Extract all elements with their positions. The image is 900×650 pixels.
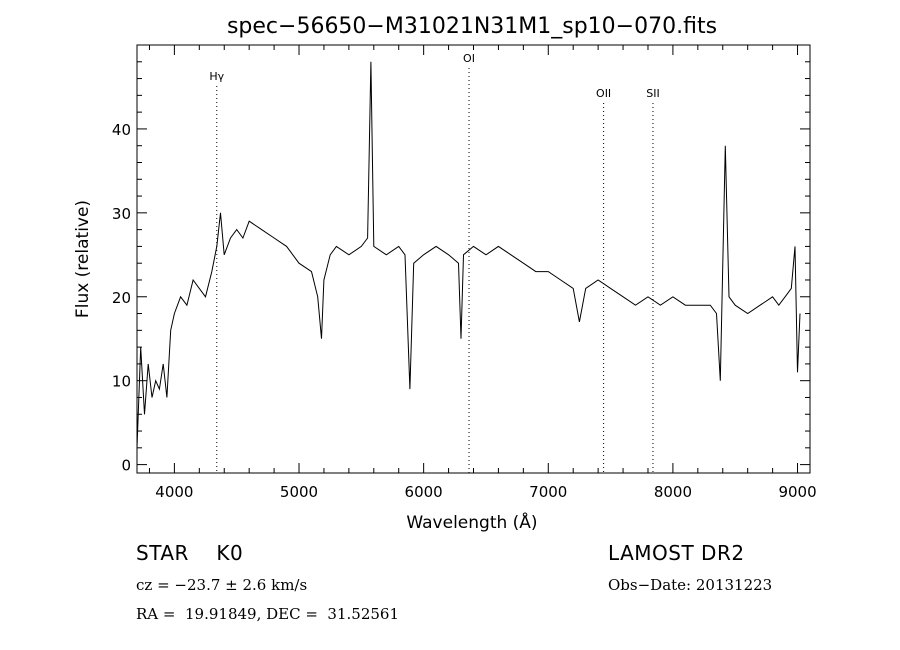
x-tick-label: 4000 xyxy=(155,483,193,501)
chart-title: spec−56650−M31021N31M1_sp10−070.fits xyxy=(227,14,717,39)
x-tick-label: 9000 xyxy=(778,483,816,501)
y-tick-label: 20 xyxy=(112,289,131,307)
spectrum-line xyxy=(136,61,801,448)
redshift-value: cz = −23.7 ± 2.6 km/s xyxy=(136,576,308,594)
ra-dec-coordinates: RA = 19.91849, DEC = 31.52561 xyxy=(136,605,400,623)
plot-frame xyxy=(136,44,811,474)
y-tick-label: 40 xyxy=(112,121,131,139)
x-tick-label: 5000 xyxy=(280,483,318,501)
y-tick-label: 0 xyxy=(121,457,131,475)
x-tick-label: 6000 xyxy=(405,483,443,501)
annotation-label: Hγ xyxy=(209,70,224,83)
x-tick-label: 8000 xyxy=(654,483,692,501)
y-axis: 0 10 20 30 40 xyxy=(112,61,810,475)
object-class: STAR K0 xyxy=(136,541,244,565)
survey-name: LAMOST DR2 xyxy=(608,541,745,565)
y-tick-label: 30 xyxy=(112,205,131,223)
annotation-label: SII xyxy=(646,87,659,100)
annotation-label: OII xyxy=(596,87,611,100)
x-axis-label: Wavelength (Å) xyxy=(406,511,537,533)
observation-date: Obs−Date: 20131223 xyxy=(608,576,773,594)
x-axis: 4000 5000 6000 7000 8000 9000 xyxy=(148,45,817,501)
line-annotations: Hγ OI OII SII xyxy=(209,52,660,473)
y-axis-label: Flux (relative) xyxy=(73,200,93,318)
x-tick-label: 7000 xyxy=(529,483,567,501)
y-tick-label: 10 xyxy=(112,373,131,391)
annotation-label: OI xyxy=(463,52,475,65)
